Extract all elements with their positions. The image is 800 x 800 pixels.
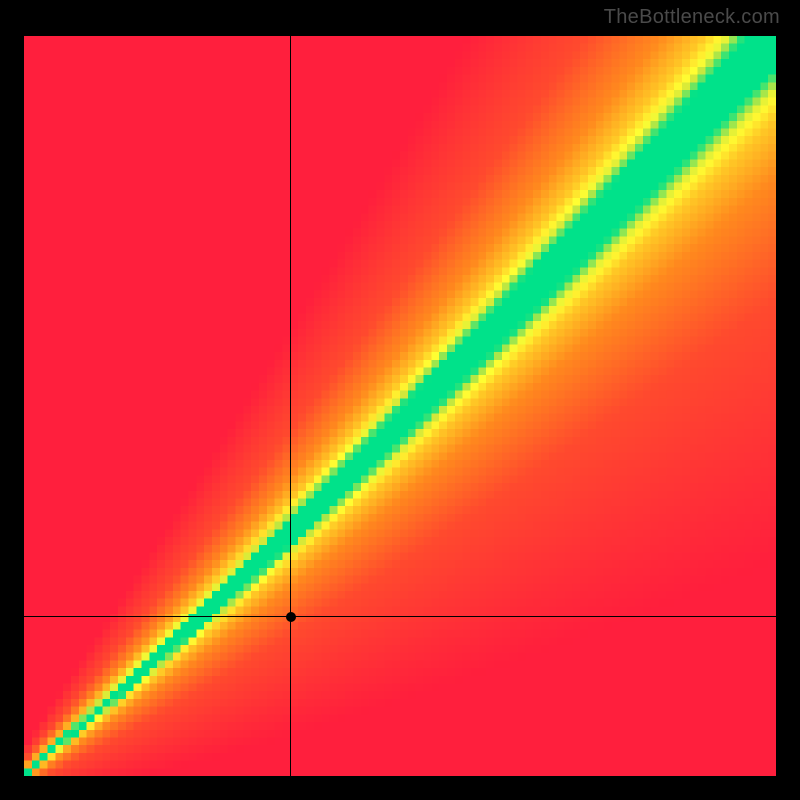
crosshair-vertical-line (290, 36, 291, 776)
plot-area (24, 36, 776, 776)
crosshair-horizontal-line (24, 616, 776, 617)
bottleneck-heatmap (24, 36, 776, 776)
watermark-text: TheBottleneck.com (604, 6, 780, 29)
selection-marker-dot (286, 612, 296, 622)
chart-container: TheBottleneck.com (0, 0, 800, 800)
